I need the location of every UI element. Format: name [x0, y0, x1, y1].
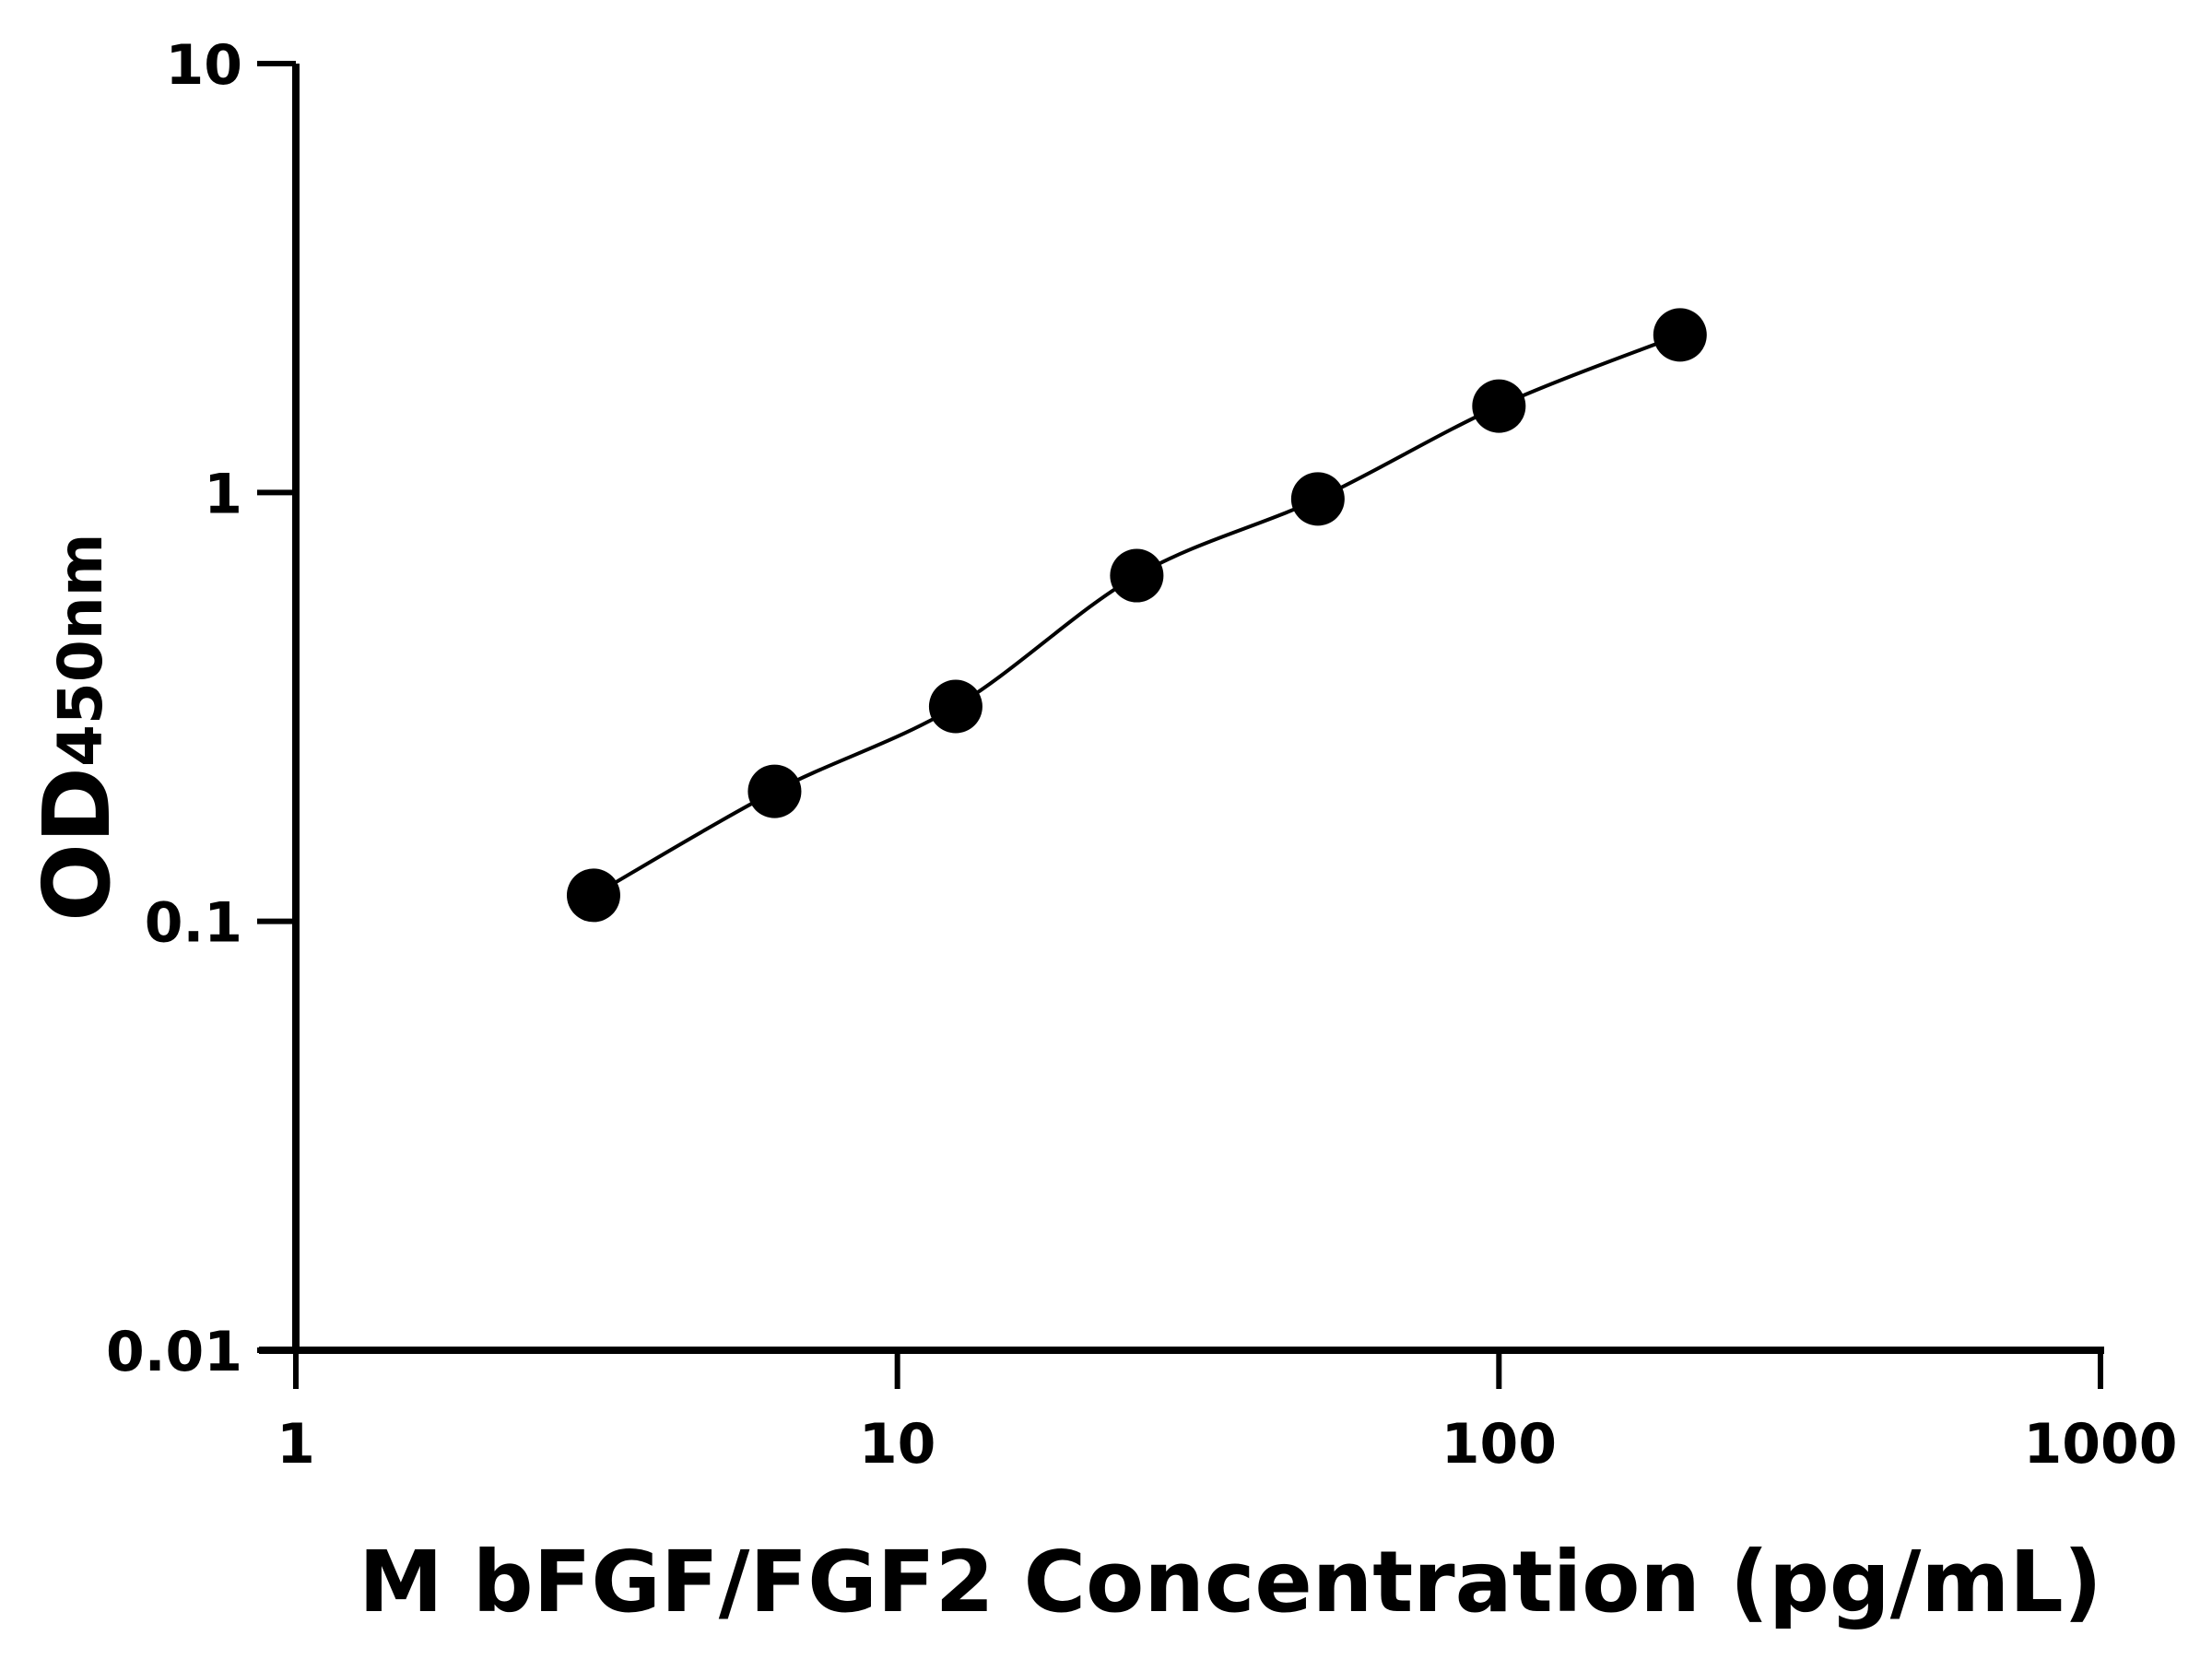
y-tick-label: 0.01 [106, 1320, 242, 1384]
x-tick-label: 100 [1441, 1412, 1557, 1477]
y-axis-label: OD 450nm [23, 533, 131, 922]
data-point [1472, 379, 1526, 433]
y-axis-label-sub: 450nm [45, 533, 116, 767]
axes [259, 64, 2104, 1354]
y-tick-label: 10 [166, 33, 243, 98]
data-point [1290, 472, 1345, 526]
data-point [1653, 308, 1707, 362]
data-point [1110, 548, 1164, 603]
data-points [566, 308, 1707, 923]
data-point [747, 764, 802, 818]
x-tick-label: 1000 [2024, 1412, 2178, 1477]
data-point [928, 679, 982, 734]
y-tick-label: 0.1 [145, 891, 242, 956]
ticks: 1 10 100 1000 0.01 0.1 1 10 [106, 33, 2178, 1477]
y-tick-label: 1 [204, 462, 242, 526]
x-tick-label: 1 [276, 1412, 315, 1477]
y-axis-label-main: OD [23, 767, 131, 922]
data-point [566, 868, 620, 923]
x-axis-label: M bFGF/FGF2 Concentration (pg/mL) [359, 1533, 2102, 1631]
x-tick-label: 10 [859, 1412, 936, 1477]
